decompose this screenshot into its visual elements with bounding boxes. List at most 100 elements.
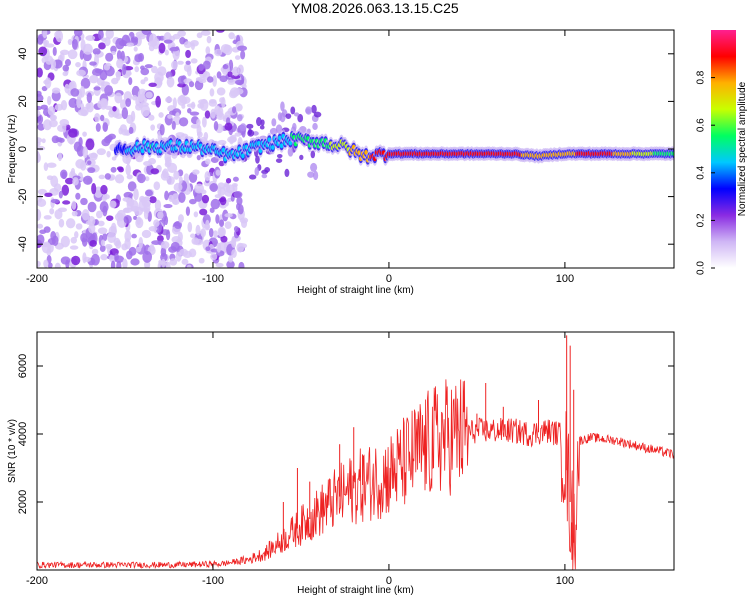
noise-speckle <box>60 256 71 265</box>
noise-speckle <box>173 170 180 180</box>
noise-speckle <box>121 107 129 120</box>
noise-speckle <box>67 38 73 46</box>
noise-speckle <box>208 228 214 238</box>
noise-speckle <box>43 215 52 220</box>
noise-speckle <box>74 231 79 239</box>
noise-speckle <box>176 60 184 65</box>
noise-speckle <box>219 219 225 227</box>
noise-speckle <box>224 213 233 218</box>
noise-speckle <box>89 239 97 247</box>
noise-speckle <box>131 36 139 43</box>
noise-speckle <box>210 253 218 261</box>
noise-speckle <box>219 75 228 83</box>
noise-speckle <box>110 260 116 268</box>
noise-speckle <box>161 258 166 268</box>
noise-speckle <box>177 82 186 88</box>
noise-speckle <box>96 148 106 156</box>
noise-speckle <box>166 76 175 88</box>
noise-speckle <box>217 185 222 197</box>
noise-speckle <box>102 122 109 132</box>
noise-speckle <box>88 152 98 159</box>
noise-speckle <box>181 258 189 265</box>
y-tick-label: 0 <box>17 146 29 152</box>
noise-speckle <box>101 37 107 42</box>
noise-speckle <box>227 255 234 263</box>
noise-speckle <box>205 219 210 230</box>
noise-speckle <box>125 98 132 107</box>
noise-speckle <box>101 195 108 202</box>
noise-speckle <box>101 98 109 108</box>
noise-speckle <box>80 39 86 52</box>
noise-speckle <box>216 112 225 120</box>
noise-speckle <box>148 82 157 87</box>
noise-speckle <box>60 235 70 248</box>
noise-speckle <box>37 123 45 131</box>
noise-speckle <box>256 116 262 127</box>
noise-speckle <box>54 262 61 268</box>
noise-speckle <box>135 246 142 253</box>
noise-speckle <box>164 190 169 201</box>
noise-speckle <box>52 46 57 56</box>
noise-speckle <box>115 240 122 249</box>
noise-speckle <box>37 35 44 45</box>
noise-speckle <box>275 158 283 163</box>
noise-speckle <box>114 174 125 184</box>
noise-speckle <box>206 76 214 83</box>
noise-speckle <box>68 81 75 90</box>
noise-speckle <box>232 66 240 77</box>
noise-speckle <box>80 232 88 243</box>
noise-speckle <box>136 216 142 225</box>
noise-speckle <box>75 159 86 169</box>
ridge-core <box>278 135 282 141</box>
noise-speckle <box>122 197 132 202</box>
noise-speckle <box>75 62 81 68</box>
x-tick-label: 0 <box>386 273 392 285</box>
noise-speckle <box>163 39 173 44</box>
noise-speckle <box>87 201 97 213</box>
noise-speckle <box>215 30 225 33</box>
noise-speckle <box>100 84 106 92</box>
noise-speckle <box>72 177 79 186</box>
noise-speckle <box>37 137 43 144</box>
noise-speckle <box>148 114 155 121</box>
noise-speckle <box>254 167 260 176</box>
noise-speckle <box>87 160 92 165</box>
noise-speckle <box>37 209 42 221</box>
noise-speckle <box>198 257 205 264</box>
noise-speckle <box>205 46 211 55</box>
noise-speckle <box>47 262 53 268</box>
noise-speckle <box>59 49 70 56</box>
y-tick-label: 40 <box>17 48 29 60</box>
ridge-core <box>241 153 245 159</box>
noise-speckle <box>107 232 117 243</box>
noise-speckle <box>186 103 196 108</box>
noise-speckle <box>114 113 124 119</box>
noise-speckle <box>110 45 117 54</box>
noise-speckle <box>170 241 180 252</box>
noise-speckle <box>232 183 238 193</box>
noise-speckle <box>106 215 114 221</box>
noise-speckle <box>177 231 183 242</box>
noise-speckle <box>196 32 203 39</box>
noise-speckle <box>94 112 101 123</box>
noise-speckle <box>149 196 157 204</box>
noise-speckle <box>178 192 186 204</box>
noise-speckle <box>148 44 155 52</box>
x-tick-label: -200 <box>26 273 48 285</box>
noise-speckle <box>178 214 184 223</box>
noise-speckle <box>144 176 150 182</box>
noise-speckle <box>140 104 151 117</box>
noise-speckle <box>103 63 111 71</box>
noise-speckle <box>67 49 78 60</box>
noise-speckle <box>116 58 124 69</box>
noise-speckle <box>54 103 64 111</box>
noise-speckle <box>226 260 235 268</box>
colorbar-tick-label: 0.8 <box>696 70 707 84</box>
noise-speckle <box>188 248 197 258</box>
x-tick-label: 100 <box>556 575 574 587</box>
noise-speckle <box>215 262 224 268</box>
noise-speckle <box>114 255 125 263</box>
y-tick-label: -40 <box>17 236 29 252</box>
noise-speckle <box>144 64 153 69</box>
noise-speckle <box>194 183 205 194</box>
